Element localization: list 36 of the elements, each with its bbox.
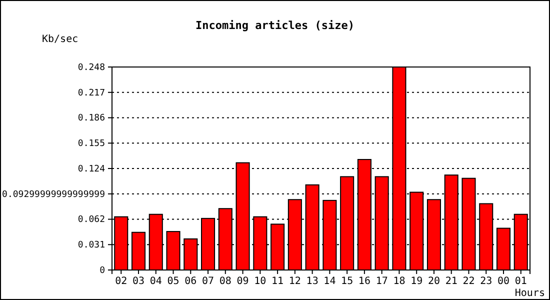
y-tick-label: 0.248: [78, 62, 105, 73]
x-tick-label: 10: [254, 276, 266, 288]
x-tick-label: 22: [462, 276, 475, 288]
x-tick-label: 12: [288, 276, 301, 288]
chart-title: Incoming articles (size): [196, 19, 354, 32]
x-tick-label: 16: [358, 276, 370, 288]
y-axis-title: Kb/sec: [42, 34, 78, 45]
x-tick-label: 03: [132, 276, 145, 288]
x-tick-label: 06: [184, 276, 197, 288]
y-tick-label: 0.031: [78, 240, 105, 251]
x-tick-label: 08: [219, 276, 232, 288]
x-tick-label: 23: [480, 276, 492, 288]
y-tick-label: 0.124: [78, 164, 105, 174]
x-tick-label: 14: [324, 276, 336, 288]
x-axis-title: Hours: [514, 288, 545, 299]
x-tick-label: 04: [150, 276, 162, 288]
x-tick-label: 11: [272, 276, 284, 288]
x-tick-label: 19: [410, 276, 423, 288]
x-tick-label: 05: [167, 276, 180, 288]
x-tick-label: 02: [115, 276, 128, 288]
x-tick-label: 00: [497, 276, 510, 288]
y-tick-label: 0.062: [78, 215, 105, 226]
y-tick-label: 0.155: [78, 139, 105, 150]
y-tick-label: 0.217: [78, 88, 105, 98]
y-tick-label: 0: [100, 266, 105, 276]
x-tick-label: 07: [202, 276, 214, 288]
x-tick-label: 21: [445, 276, 458, 288]
y-tick-label: 0.09299999999999999: [2, 190, 105, 200]
x-tick-label: 15: [341, 276, 354, 288]
x-tick-label: 09: [236, 276, 249, 288]
y-tick-label: 0.186: [78, 114, 105, 124]
x-tick-label: 17: [376, 276, 388, 288]
x-tick-label: 01: [514, 276, 527, 288]
x-tick-label: 20: [428, 276, 440, 288]
x-tick-label: 18: [393, 276, 406, 288]
x-tick-label: 13: [306, 276, 318, 288]
